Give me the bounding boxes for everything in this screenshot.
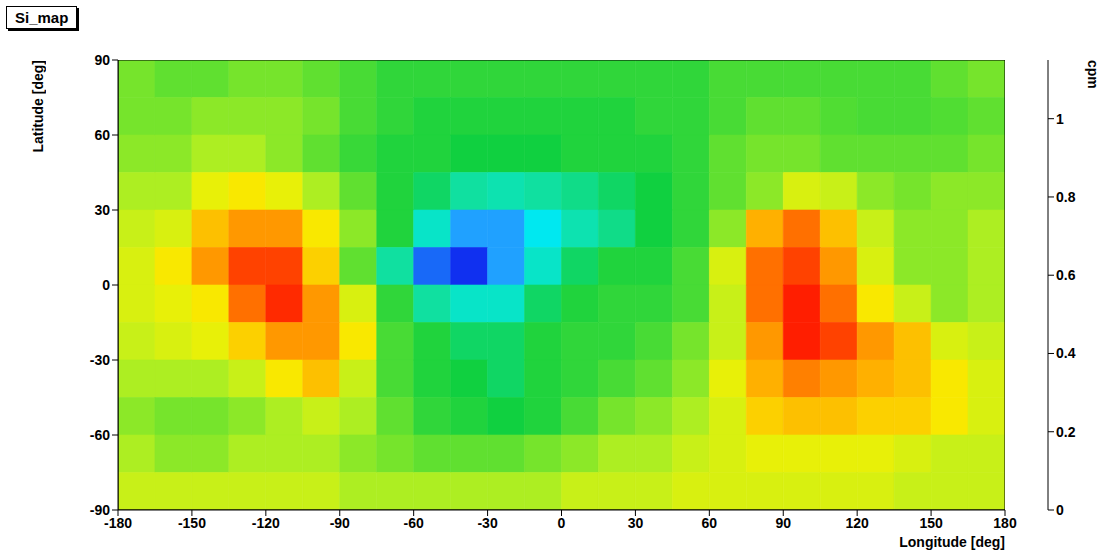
- svg-text:-30: -30: [477, 515, 497, 531]
- html-text:Si_map: Si_map: [15, 9, 69, 26]
- svg-text:-90: -90: [330, 515, 350, 531]
- html-text:Longitude [deg]: Longitude [deg]: [899, 534, 1005, 550]
- svg-text:-180: -180: [104, 514, 132, 531]
- html-text:cpm: cpm: [1085, 60, 1101, 89]
- svg-text:0.2: 0.2: [1056, 424, 1076, 440]
- svg-text:-90: -90: [90, 502, 110, 518]
- svg-text:0: 0: [558, 515, 566, 531]
- svg-text:1: 1: [1056, 111, 1064, 127]
- svg-text:30: 30: [628, 515, 644, 531]
- svg-text:0.8: 0.8: [1056, 189, 1076, 205]
- svg-text:120: 120: [845, 515, 869, 531]
- svg-text:150: 150: [919, 515, 943, 531]
- svg-text:0: 0: [1056, 502, 1064, 518]
- html-text:Latitude [deg]: Latitude [deg]: [30, 60, 46, 153]
- svg-text:60: 60: [94, 127, 110, 143]
- svg-text:30: 30: [94, 202, 110, 218]
- svg-text:0.6: 0.6: [1056, 267, 1076, 283]
- svg-text:180: 180: [993, 515, 1017, 531]
- svg-text:60: 60: [702, 515, 718, 531]
- svg-text:0.4: 0.4: [1056, 345, 1076, 361]
- svg-text:-60: -60: [404, 515, 424, 531]
- svg-text:90: 90: [94, 52, 110, 68]
- svg-text:0: 0: [102, 277, 110, 293]
- svg-text:-30: -30: [90, 352, 110, 368]
- svg-text:-60: -60: [90, 427, 110, 443]
- svg-text:90: 90: [775, 515, 791, 531]
- svg-text:-120: -120: [252, 515, 280, 531]
- svg-text:-150: -150: [178, 515, 206, 531]
